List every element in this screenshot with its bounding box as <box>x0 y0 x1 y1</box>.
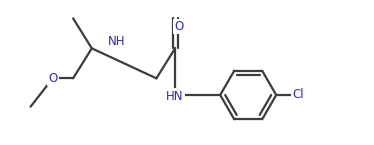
Text: O: O <box>48 72 57 85</box>
Text: Cl: Cl <box>292 88 304 102</box>
Text: O: O <box>175 20 184 33</box>
Text: HN: HN <box>166 89 184 103</box>
Text: NH: NH <box>108 35 125 48</box>
